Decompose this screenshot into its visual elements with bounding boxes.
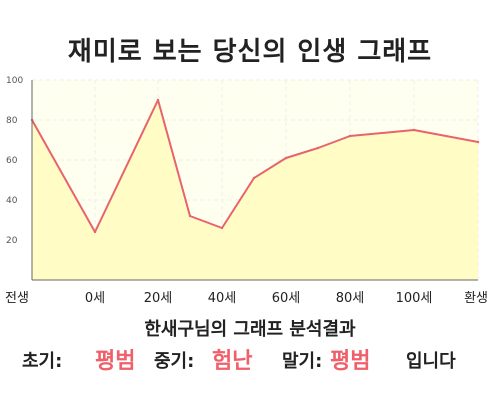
x-tick-label: 60세 bbox=[272, 291, 301, 306]
chart-title: 재미로 보는 당신의 인생 그래프 bbox=[67, 37, 433, 67]
y-tick-label: 60 bbox=[6, 156, 18, 166]
data-point bbox=[188, 214, 192, 218]
x-tick-label: 40세 bbox=[208, 291, 237, 306]
late-label: 말기: bbox=[282, 351, 323, 372]
data-point bbox=[348, 134, 352, 138]
data-point bbox=[93, 230, 97, 234]
y-tick-label: 20 bbox=[6, 236, 18, 246]
early-label: 초기: bbox=[22, 351, 63, 372]
early-value: 평범 bbox=[95, 349, 136, 374]
data-point bbox=[156, 98, 160, 102]
area-layer bbox=[30, 98, 480, 280]
area-fill bbox=[32, 100, 478, 280]
x-tick-label: 전생 bbox=[5, 291, 29, 306]
x-tick-label: 80세 bbox=[336, 291, 365, 306]
result-summary: 초기: 평범 중기: 험난 말기: 평범 입니다 bbox=[0, 346, 500, 378]
y-tick-label: 100 bbox=[6, 76, 23, 86]
middle-label: 중기: bbox=[154, 351, 195, 372]
tick-labels: 20 40 60 80 100 전생 0세 20세 40세 60세 80세 100세 환생 bbox=[5, 76, 488, 306]
x-tick-label: 20세 bbox=[144, 291, 173, 306]
x-tick-label: 0세 bbox=[85, 291, 105, 306]
middle-value: 험난 bbox=[212, 349, 253, 374]
data-point bbox=[316, 146, 320, 150]
data-point bbox=[220, 226, 224, 230]
data-point bbox=[476, 140, 480, 144]
data-point bbox=[284, 156, 288, 160]
data-point bbox=[252, 176, 256, 180]
axes bbox=[31, 80, 478, 281]
result-suffix: 입니다 bbox=[406, 351, 456, 372]
data-point bbox=[412, 128, 416, 132]
x-tick-label: 환생 bbox=[464, 291, 488, 306]
result-subtitle: 한새구님의 그래프 분석결과 bbox=[144, 319, 356, 340]
y-tick-label: 80 bbox=[6, 116, 18, 126]
y-tick-label: 40 bbox=[6, 196, 18, 206]
late-value: 평범 bbox=[330, 349, 371, 374]
x-tick-label: 100세 bbox=[396, 291, 433, 306]
